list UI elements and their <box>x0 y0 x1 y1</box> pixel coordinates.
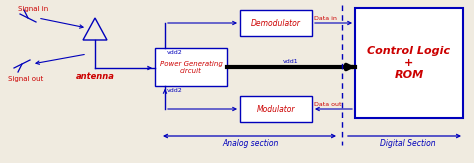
Text: vdd1: vdd1 <box>283 59 299 64</box>
Bar <box>155 48 227 86</box>
Bar <box>355 8 463 118</box>
Text: Signal in: Signal in <box>18 6 48 12</box>
Text: Analog section: Analog section <box>223 139 279 148</box>
Text: Demodulator: Demodulator <box>251 18 301 28</box>
Text: vdd2: vdd2 <box>167 50 183 55</box>
Text: Power Generating
circuit: Power Generating circuit <box>160 60 222 74</box>
Text: Data out: Data out <box>314 102 341 107</box>
Bar <box>240 10 312 36</box>
Text: vdd2: vdd2 <box>167 88 183 93</box>
Text: antenna: antenna <box>75 72 114 81</box>
Text: Data in: Data in <box>314 16 337 21</box>
Bar <box>240 96 312 122</box>
Text: Modulator: Modulator <box>257 104 295 113</box>
Text: Signal out: Signal out <box>8 76 43 82</box>
Text: Digital Section: Digital Section <box>380 139 436 148</box>
Text: Control Logic
+
ROM: Control Logic + ROM <box>367 46 451 80</box>
